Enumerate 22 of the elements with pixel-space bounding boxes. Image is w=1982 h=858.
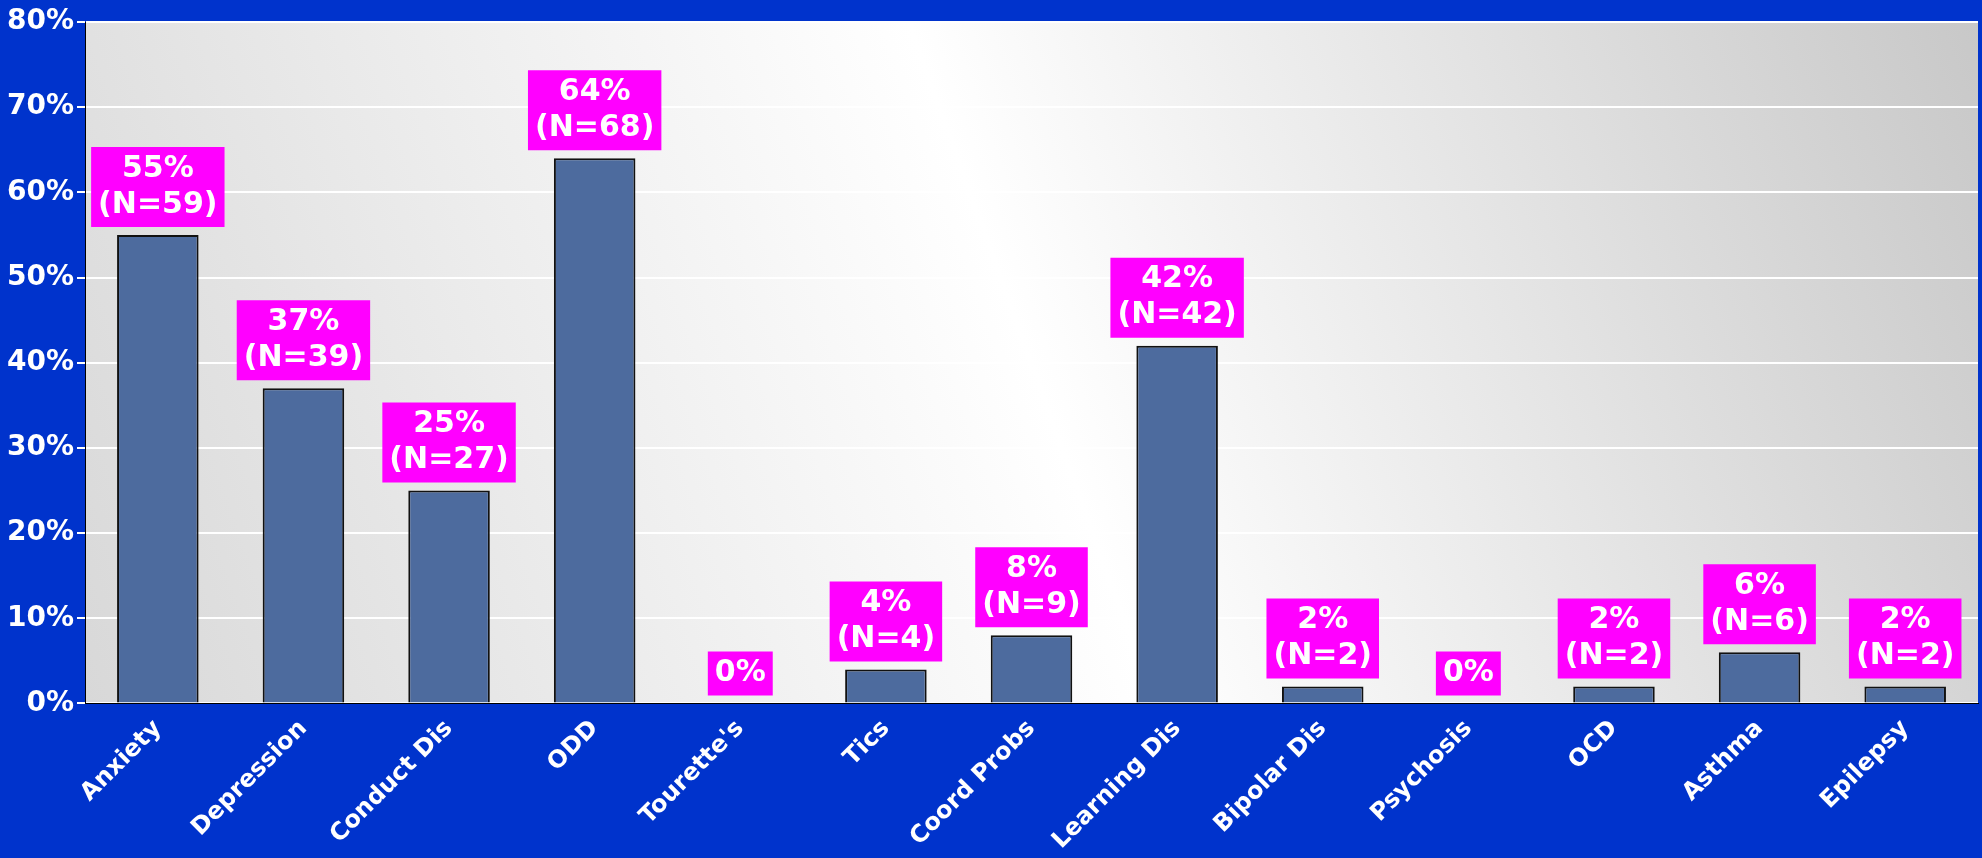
y-tick-label: 50%: [6, 258, 75, 292]
y-tick-label: 20%: [6, 514, 75, 548]
data-label: 0%: [714, 653, 766, 689]
data-label: 55% (N=59): [98, 148, 218, 220]
data-label: 4% (N=4): [836, 583, 936, 655]
y-tick-label: 10%: [6, 599, 75, 633]
y-tick-label: 80%: [6, 3, 75, 37]
data-label: 8% (N=9): [982, 549, 1081, 621]
data-label: 6% (N=6): [1710, 566, 1809, 638]
data-label: 0%: [1442, 653, 1494, 689]
y-tick-label: 60%: [6, 173, 75, 207]
data-label: 64% (N=68): [534, 72, 655, 144]
y-tick-label: 40%: [6, 344, 75, 378]
y-tick-label: 70%: [6, 88, 75, 122]
data-label: 2% (N=2): [1564, 600, 1664, 672]
y-tick-label: 0%: [26, 684, 75, 718]
data-label: 42% (N=42): [1117, 259, 1237, 331]
data-label: 25% (N=27): [389, 404, 509, 476]
data-label: 2% (N=2): [1855, 600, 1955, 672]
y-tick-label: 30%: [6, 429, 75, 463]
data-label: 37% (N=39): [243, 302, 364, 374]
data-label: 2% (N=2): [1273, 600, 1373, 672]
